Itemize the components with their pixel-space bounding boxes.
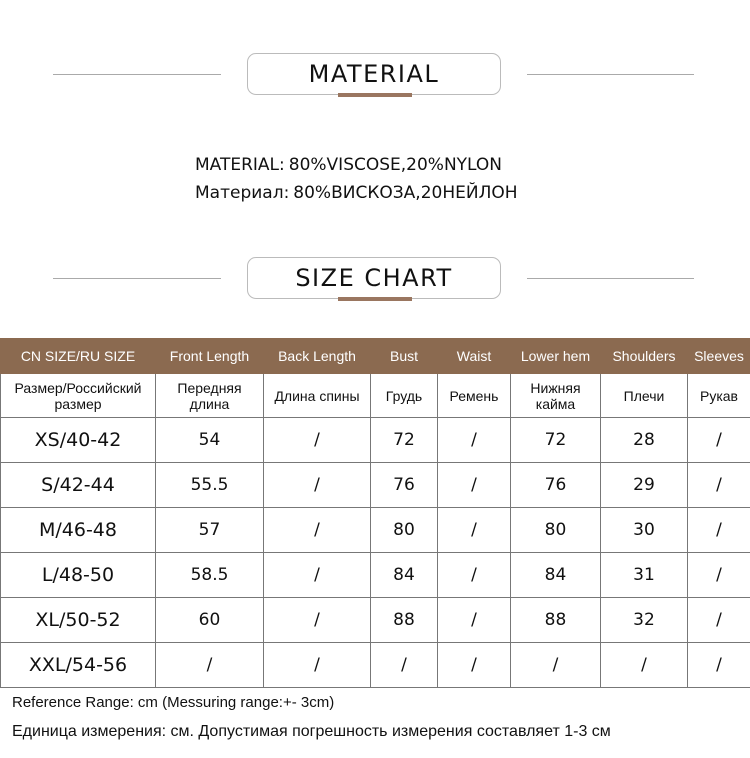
title-underline — [338, 297, 412, 301]
divider-right — [527, 278, 694, 279]
table-cell: Sleeves — [687, 338, 750, 374]
table-cell: 72 — [370, 417, 438, 463]
material-en-value: 80%VISCOSE,20%NYLON — [288, 155, 503, 175]
material-en-label: MATERIAL: — [195, 155, 285, 175]
table-cell: / — [263, 507, 371, 553]
table-cell: Shoulders — [600, 338, 688, 374]
title-underline — [338, 93, 412, 97]
table-cell: / — [263, 642, 371, 688]
table-row: XXL/54-56// / / / / / — [0, 642, 750, 688]
table-cell: 28 — [600, 417, 688, 463]
divider-left — [53, 278, 221, 279]
table-cell: 88 — [370, 597, 438, 643]
table-cell: / — [263, 552, 371, 598]
table-cell: 31 — [600, 552, 688, 598]
table-cell: S/42-44 — [0, 462, 156, 508]
table-cell: 29 — [600, 462, 688, 508]
table-cell: 84 — [370, 552, 438, 598]
table-cell: Front Length — [155, 338, 264, 374]
table-cell: 58.5 — [155, 552, 264, 598]
table-cell: XL/50-52 — [0, 597, 156, 643]
header-row-ru: Размер/Российский размер Передняя длина Дл… — [0, 373, 750, 418]
note-ru: Единица измерения: см. Допустимая погреш… — [12, 723, 611, 740]
material-ru-label: Материал: — [195, 183, 290, 203]
table-cell: 55.5 — [155, 462, 264, 508]
table-cell: Передняя длина — [155, 373, 264, 418]
table-cell: 80 — [370, 507, 438, 553]
material-ru-value: 80%ВИСКОЗА,20НЕЙЛОН — [293, 183, 518, 203]
table-cell: 88 — [510, 597, 601, 643]
divider-right — [527, 74, 694, 75]
table-cell: / — [687, 507, 750, 553]
table-cell: / — [263, 597, 371, 643]
table-cell: Bust — [370, 338, 438, 374]
table-cell: / — [437, 642, 511, 688]
note-en: Reference Range: cm (Messuring range:+- … — [12, 694, 335, 711]
table-cell: / — [263, 462, 371, 508]
table-cell: / — [510, 642, 601, 688]
table-cell: / — [437, 597, 511, 643]
table-cell: / — [600, 642, 688, 688]
table-cell: 76 — [510, 462, 601, 508]
material-en: MATERIAL: 80%VISCOSE,20%NYLON — [195, 155, 502, 175]
material-ru: Материал: 80%ВИСКОЗА,20НЕЙЛОН — [195, 183, 518, 203]
table-cell: Рукав — [687, 373, 750, 418]
table-cell: 32 — [600, 597, 688, 643]
table-cell: Waist — [437, 338, 511, 374]
table-cell: / — [155, 642, 264, 688]
table-cell: M/46-48 — [0, 507, 156, 553]
table-cell: 72 — [510, 417, 601, 463]
table-cell: 76 — [370, 462, 438, 508]
table-row: S/42-44 55.5/76/76 29/ — [0, 462, 750, 508]
table-cell: / — [437, 507, 511, 553]
table-row: L/48-50 58.5/84/84 31/ — [0, 552, 750, 598]
table-cell: / — [437, 417, 511, 463]
table-cell: Плечи — [600, 373, 688, 418]
table-cell: / — [370, 642, 438, 688]
divider-left — [53, 74, 221, 75]
table-cell: Грудь — [370, 373, 438, 418]
table-cell: L/48-50 — [0, 552, 156, 598]
table-cell: Длина спины — [263, 373, 371, 418]
table-row: XL/50-52 60/88/88 32/ — [0, 597, 750, 643]
table-cell: / — [687, 417, 750, 463]
table-cell: / — [263, 417, 371, 463]
table-cell: / — [687, 462, 750, 508]
table-cell: CN SIZE/RU SIZE — [0, 338, 156, 374]
table-cell: Нижняя кайма — [510, 373, 601, 418]
table-cell: XS/40-42 — [0, 417, 156, 463]
table-cell: / — [437, 552, 511, 598]
table-cell: / — [687, 597, 750, 643]
table-cell: Back Length — [263, 338, 371, 374]
table-cell: 60 — [155, 597, 264, 643]
table-cell: Lower hem — [510, 338, 601, 374]
table-cell: Размер/Российский размер — [0, 373, 156, 418]
table-cell: / — [687, 642, 750, 688]
table-cell: 80 — [510, 507, 601, 553]
table-cell: Ремень — [437, 373, 511, 418]
size-chart-table: CN SIZE/RU SIZE Front Length Back Length Bu… — [0, 338, 750, 688]
size-chart-title: SIZE CHART — [247, 257, 501, 299]
table-cell: 30 — [600, 507, 688, 553]
material-title: MATERIAL — [247, 53, 501, 95]
table-cell: 57 — [155, 507, 264, 553]
header-row-en: CN SIZE/RU SIZE Front Length Back Length Bu… — [0, 338, 750, 374]
table-cell: / — [437, 462, 511, 508]
table-row: XS/40-42 54/72/72 28/ — [0, 417, 750, 463]
table-cell: 84 — [510, 552, 601, 598]
table-cell: / — [687, 552, 750, 598]
table-cell: 54 — [155, 417, 264, 463]
table-row: M/46-48 57/80/80 30/ — [0, 507, 750, 553]
table-cell: XXL/54-56 — [0, 642, 156, 688]
